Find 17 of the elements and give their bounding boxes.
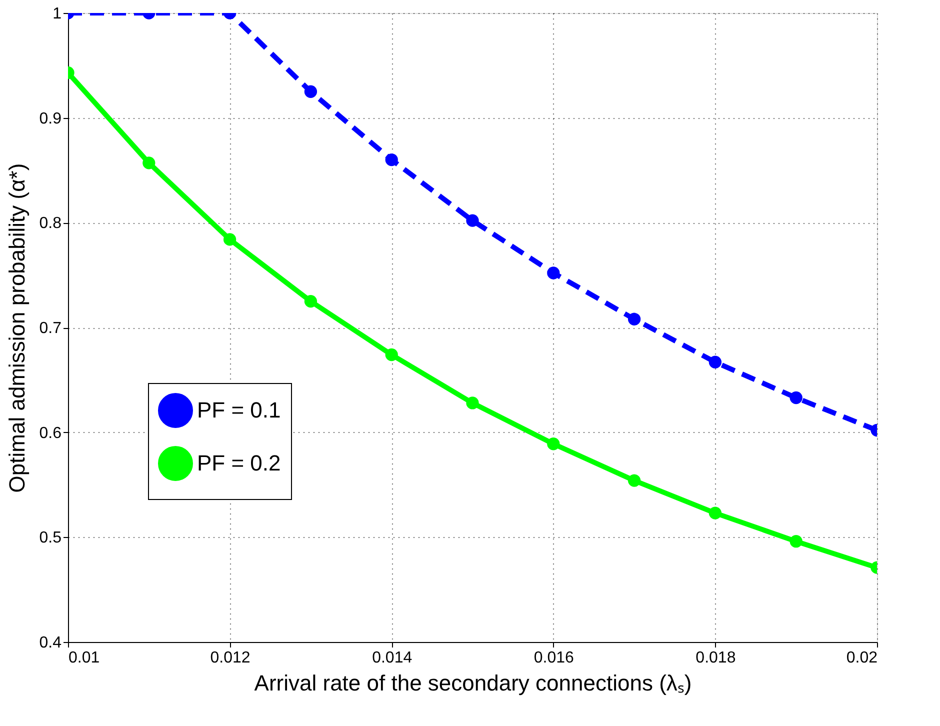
x-tick-label: 0.014 <box>372 650 412 666</box>
y-tick-label: 0.5 <box>39 530 62 547</box>
y-tick-label: 0.7 <box>39 320 62 337</box>
x-axis-title: Arrival rate of the secondary connections (λₛ) <box>254 670 692 696</box>
x-tick-label: 0.012 <box>210 650 250 666</box>
y-tick-label: 0.9 <box>39 110 62 128</box>
y-tick-label: 0.6 <box>39 424 62 442</box>
y-tick-label: 0.8 <box>39 215 62 232</box>
x-tick-label: 0.01 <box>68 650 100 666</box>
y-axis-title: Optimal admission probability (α*) <box>4 163 30 493</box>
legend-label: PF = 0.1 <box>197 398 281 422</box>
legend-label: PF = 0.2 <box>197 450 281 476</box>
y-tick-label: 1 <box>52 6 62 22</box>
x-tick-label: 0.018 <box>696 650 736 666</box>
x-tick-label: 0.016 <box>534 650 574 666</box>
x-tick-label: 0.02 <box>846 650 878 666</box>
y-tick-label: 0.4 <box>39 634 62 652</box>
